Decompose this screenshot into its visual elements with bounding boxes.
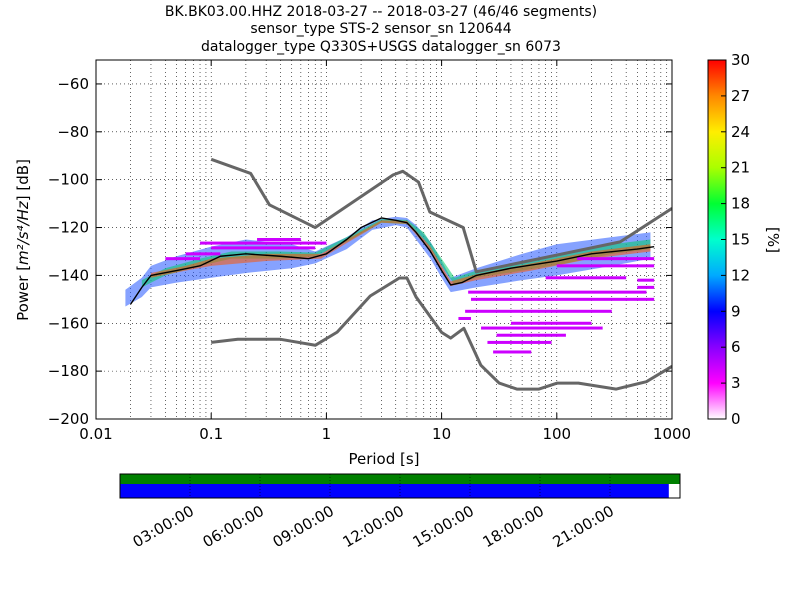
y-axis-label: Power [m²/s⁴/Hz] [dB] [14,159,32,321]
y-tick-label: −140 [48,266,89,284]
timeline-tick-label: 18:00:00 [480,502,547,551]
psd-outlier-segment [577,257,655,261]
x-tick-label: 1 [322,425,332,443]
colorbar-label: [%] [764,227,782,253]
x-tick-label: 0.01 [79,425,112,443]
timeline-tick-label: 15:00:00 [410,502,477,551]
colorbar-tick-label: 9 [731,302,741,320]
y-axis-label-prefix: Power [ [14,265,32,321]
y-tick-label: −60 [57,75,89,93]
psd-outlier-segment [545,276,627,280]
x-tick-label: 10 [432,425,451,443]
chart-title-line-1: BK.BK03.00.HHZ 2018-03-27 -- 2018-03-27 … [165,4,597,20]
colorbar-tick-label: 3 [731,374,741,392]
colorbar-tick-label: 15 [731,231,750,249]
chart-title-line-2: sensor_type STS-2 sensor_sn 120644 [250,21,511,37]
psd-outlier-segment [637,278,655,282]
y-tick-label: −100 [48,171,89,189]
psd-outlier-segment [556,264,655,268]
timeline-tick-label: 03:00:00 [130,502,197,551]
psd-outlier-segment [211,246,316,250]
plot-background [96,60,672,419]
timeline-tick-label: 09:00:00 [270,502,337,551]
colorbar-ticks: 0 3 6 9 12 15 18 21 24 27 30 [721,51,750,428]
psd-outlier-segment [200,241,327,245]
chart-title-line-3: datalogger_type Q330S+USGS datalogger_sn… [201,39,561,55]
psd-outlier-segment [493,350,532,354]
colorbar-tick-label: 27 [731,87,750,105]
y-axis-ticks: −60 −80 −100 −120 −140 −160 −180 −200 [48,75,672,428]
y-tick-label: −160 [48,314,89,332]
timeline-tick-label: 12:00:00 [340,502,407,551]
timeline-tick-label: 21:00:00 [550,502,617,551]
mode-line [130,217,655,305]
psd-outlier-segments [165,238,655,354]
psd-density-bands [125,216,651,307]
x-tick-label: 1000 [653,425,691,443]
psd-outlier-segment [465,309,612,313]
nlnm-line [211,276,672,391]
psd-outlier-segment [257,238,301,241]
x-tick-label: 0.1 [199,425,223,443]
y-tick-label: −80 [57,123,89,141]
colorbar-tick-label: 30 [731,51,750,69]
colorbar-tick-label: 24 [731,123,750,141]
x-axis-ticks: 0.01 0.1 1 10 100 1000 [79,60,691,443]
coverage-bar-fill [120,484,669,498]
colorbar-tick-label: 12 [731,266,750,284]
psd-outlier-segment [185,252,221,256]
colorbar-tick-label: 21 [731,159,750,177]
psd-outlier-segment [481,326,603,330]
colorbar-tick-label: 18 [731,195,750,213]
colorbar-tick-label: 6 [731,338,741,356]
psd-outlier-segment [165,257,201,261]
psd-outlier-segment [468,290,647,294]
coverage-bar-top [120,474,680,484]
psd-outlier-segment [637,285,655,289]
ppsd-plot-area: 0.01 0.1 1 10 100 1000 −60 −80 −100 −120 −140 −160… [14,59,691,468]
nhnm-line [210,157,672,274]
x-tick-label: 100 [542,425,571,443]
y-tick-label: −200 [48,410,89,428]
x-axis-label: Period [s] [348,450,419,468]
timeline-tick-label: 06:00:00 [200,502,267,551]
psd-outlier-segment [458,316,472,320]
psd-outlier-segment [487,340,552,344]
data-coverage-timeline: 03:00:00 06:00:00 09:00:00 12:00:00 15:00:00… [119,473,681,551]
psd-outlier-segment [510,321,592,325]
psd-outlier-segment [471,297,655,301]
colorbar: 0 3 6 9 12 15 18 21 24 27 30 [%] [707,51,782,428]
plot-frame [95,59,673,420]
y-axis-label-suffix: ] [dB] [14,159,32,201]
y-axis-label-units: m²/s⁴/Hz [14,200,32,265]
y-tick-label: −120 [48,219,89,237]
y-tick-label: −180 [48,362,89,380]
colorbar-tick-label: 0 [731,410,741,428]
noise-model-lines [130,157,672,391]
psd-outlier-segment [496,333,566,337]
psd-density-band [150,220,651,287]
